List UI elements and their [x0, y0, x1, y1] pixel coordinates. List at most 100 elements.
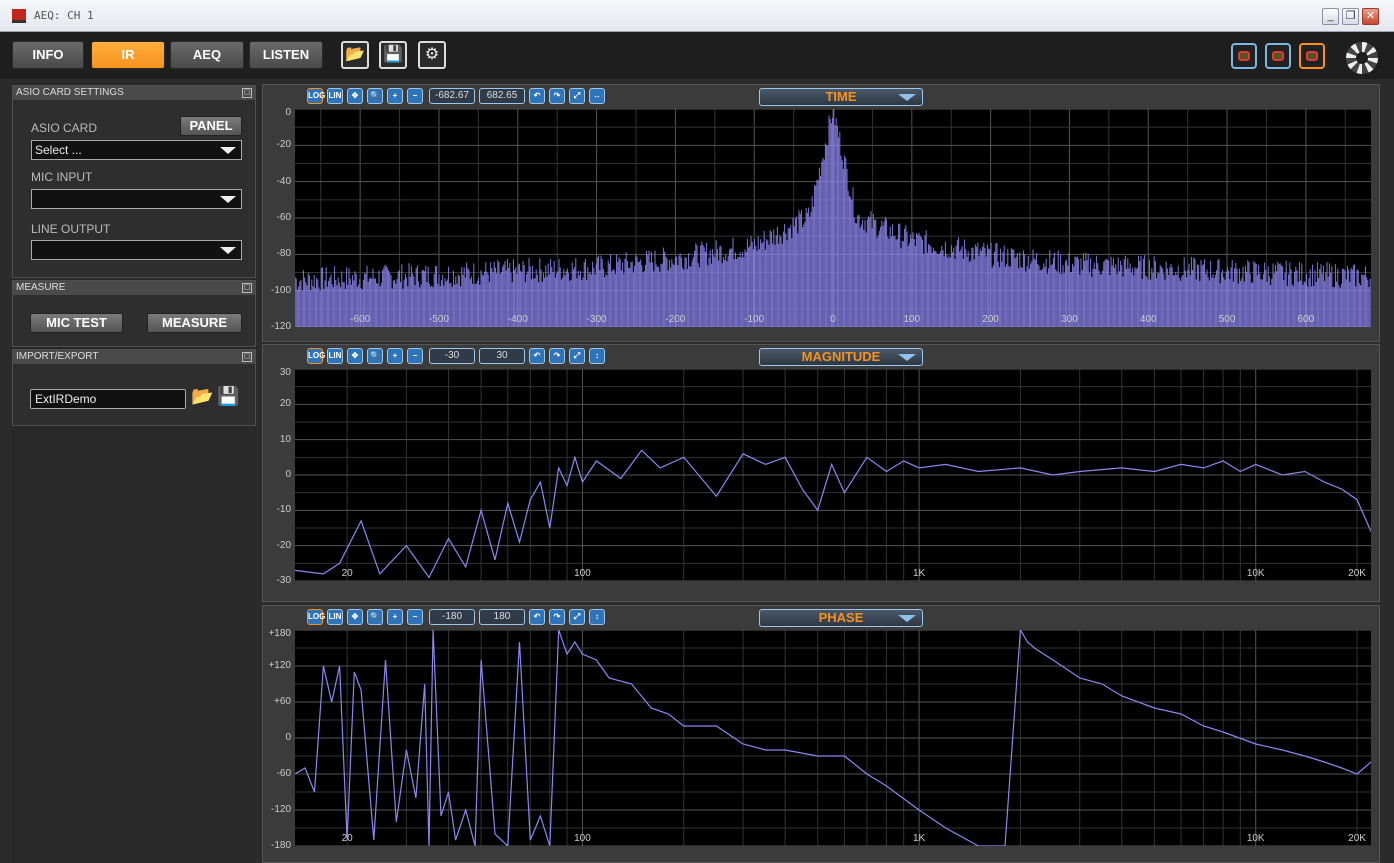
- pan-icon[interactable]: ✥: [347, 88, 363, 104]
- close-button[interactable]: ✕: [1362, 8, 1379, 25]
- title-bar: AEQ: CH 1 _ ❐ ✕: [0, 0, 1394, 32]
- x-tick-label: -300: [586, 314, 607, 325]
- magnitude-series: [295, 449, 1371, 579]
- undo-icon[interactable]: ↶: [529, 609, 545, 625]
- log-scale-button[interactable]: LOG: [307, 609, 325, 625]
- magnitude-max-field[interactable]: 30: [479, 348, 525, 364]
- magnitude-plot-area[interactable]: [295, 369, 1371, 581]
- x-tick-label: 100: [574, 833, 591, 844]
- maximize-panel-icon[interactable]: ▢: [242, 88, 252, 98]
- tab-ir[interactable]: IR: [91, 41, 165, 69]
- y-tick-label: -100: [270, 284, 291, 296]
- ir-file-name-field[interactable]: ExtIRDemo: [30, 389, 186, 409]
- x-tick-label: 20K: [1348, 568, 1366, 579]
- lin-scale-button[interactable]: LIN: [327, 609, 343, 625]
- open-folder-icon[interactable]: 📂: [191, 386, 214, 406]
- x-tick-label: 0: [830, 314, 836, 325]
- zoom-out-icon[interactable]: −: [407, 609, 423, 625]
- open-folder-icon[interactable]: 📂: [341, 41, 369, 69]
- x-tick-label: -100: [744, 314, 765, 325]
- phase-plot-area[interactable]: [295, 630, 1371, 846]
- device-view-2-icon[interactable]: [1265, 43, 1291, 69]
- phase-mode-select[interactable]: PHASE: [759, 609, 923, 627]
- maximize-panel-icon[interactable]: ▢: [242, 352, 252, 362]
- undo-icon[interactable]: ↶: [529, 348, 545, 364]
- fit-vertical-icon[interactable]: ↕: [589, 348, 605, 364]
- chevron-down-icon: [898, 354, 916, 361]
- zoom-icon[interactable]: 🔍: [367, 609, 383, 625]
- window-title: AEQ: CH 1: [34, 9, 94, 22]
- y-tick-label: -20: [276, 539, 291, 551]
- fit-all-icon[interactable]: ⤢: [569, 88, 585, 104]
- redo-icon[interactable]: ↷: [549, 348, 565, 364]
- asio-card-select[interactable]: Select ...: [31, 140, 242, 160]
- y-tick-label: -180: [270, 840, 291, 851]
- time-max-field[interactable]: 682.65: [479, 88, 525, 104]
- pan-icon[interactable]: ✥: [347, 348, 363, 364]
- fit-all-icon[interactable]: ⤢: [569, 348, 585, 364]
- asio-card-label: ASIO CARD: [31, 121, 98, 135]
- y-tick-label: 0: [285, 469, 291, 480]
- fit-all-icon[interactable]: ⤢: [569, 609, 585, 625]
- y-tick-label: +120: [268, 660, 291, 671]
- zoom-out-icon[interactable]: −: [407, 348, 423, 364]
- time-mode-select[interactable]: TIME: [759, 88, 923, 106]
- minimize-button[interactable]: _: [1322, 8, 1339, 25]
- phase-min-field[interactable]: -180: [429, 609, 475, 625]
- redo-icon[interactable]: ↷: [549, 609, 565, 625]
- x-tick-label: -200: [665, 314, 686, 325]
- save-icon[interactable]: 💾: [217, 386, 240, 406]
- magnitude-mode-select[interactable]: MAGNITUDE: [759, 348, 923, 366]
- x-tick-label: 10K: [1246, 833, 1265, 844]
- tab-aeq[interactable]: AEQ: [170, 41, 244, 69]
- maximize-panel-icon[interactable]: ▢: [242, 283, 252, 293]
- y-tick-label: -60: [276, 768, 291, 779]
- mic-test-button[interactable]: MIC TEST: [30, 313, 123, 333]
- magnitude-chart-panel: LOG LIN ✥ 🔍 + − -30 30 ↶ ↷ ⤢ ↕ MAGNITUDE…: [262, 344, 1380, 602]
- x-tick-label: 400: [1139, 314, 1157, 325]
- zoom-in-icon[interactable]: +: [387, 609, 403, 625]
- panel-button[interactable]: PANEL: [180, 116, 242, 136]
- zoom-in-icon[interactable]: +: [387, 88, 403, 104]
- restore-button[interactable]: ❐: [1342, 8, 1359, 25]
- fit-horizontal-icon[interactable]: ↔: [589, 88, 605, 104]
- phase-series: [295, 630, 1371, 846]
- y-tick-label: 10: [279, 433, 291, 445]
- x-tick-label: 100: [574, 568, 591, 579]
- log-scale-button[interactable]: LOG: [307, 88, 325, 104]
- device-view-3-icon[interactable]: [1299, 43, 1325, 69]
- tab-info[interactable]: INFO: [12, 41, 84, 69]
- time-min-field[interactable]: -682.67: [429, 88, 475, 104]
- device-view-1-icon[interactable]: [1231, 43, 1257, 69]
- save-icon[interactable]: 💾: [379, 41, 407, 69]
- asio-settings-panel: ASIO CARD SETTINGS ▢ ASIO CARD PANEL Sel…: [12, 85, 256, 278]
- log-scale-button[interactable]: LOG: [307, 348, 325, 364]
- redo-icon[interactable]: ↷: [549, 88, 565, 104]
- line-output-select[interactable]: [31, 240, 242, 260]
- pan-icon[interactable]: ✥: [347, 609, 363, 625]
- x-tick-label: 20: [341, 833, 353, 844]
- measure-button[interactable]: MEASURE: [147, 313, 242, 333]
- zoom-out-icon[interactable]: −: [407, 88, 423, 104]
- lin-scale-button[interactable]: LIN: [327, 348, 343, 364]
- impulse-response-series: [295, 109, 1371, 327]
- time-plot-area[interactable]: [295, 109, 1371, 327]
- settings-gear-icon[interactable]: ⚙: [418, 41, 446, 69]
- phase-mode-label: PHASE: [818, 610, 864, 625]
- fit-vertical-icon[interactable]: ↕: [589, 609, 605, 625]
- left-sidebar: ASIO CARD SETTINGS ▢ ASIO CARD PANEL Sel…: [12, 83, 256, 863]
- tab-listen[interactable]: LISTEN: [249, 41, 323, 69]
- chart-svg: [295, 630, 1371, 846]
- chevron-down-icon: [220, 147, 236, 154]
- measure-panel-header: MEASURE ▢: [13, 281, 255, 295]
- measure-panel-title: MEASURE: [16, 282, 66, 293]
- chart-svg: [295, 369, 1371, 581]
- phase-max-field[interactable]: 180: [479, 609, 525, 625]
- zoom-in-icon[interactable]: +: [387, 348, 403, 364]
- zoom-icon[interactable]: 🔍: [367, 88, 383, 104]
- lin-scale-button[interactable]: LIN: [327, 88, 343, 104]
- undo-icon[interactable]: ↶: [529, 88, 545, 104]
- zoom-icon[interactable]: 🔍: [367, 348, 383, 364]
- mic-input-select[interactable]: [31, 189, 242, 209]
- magnitude-min-field[interactable]: -30: [429, 348, 475, 364]
